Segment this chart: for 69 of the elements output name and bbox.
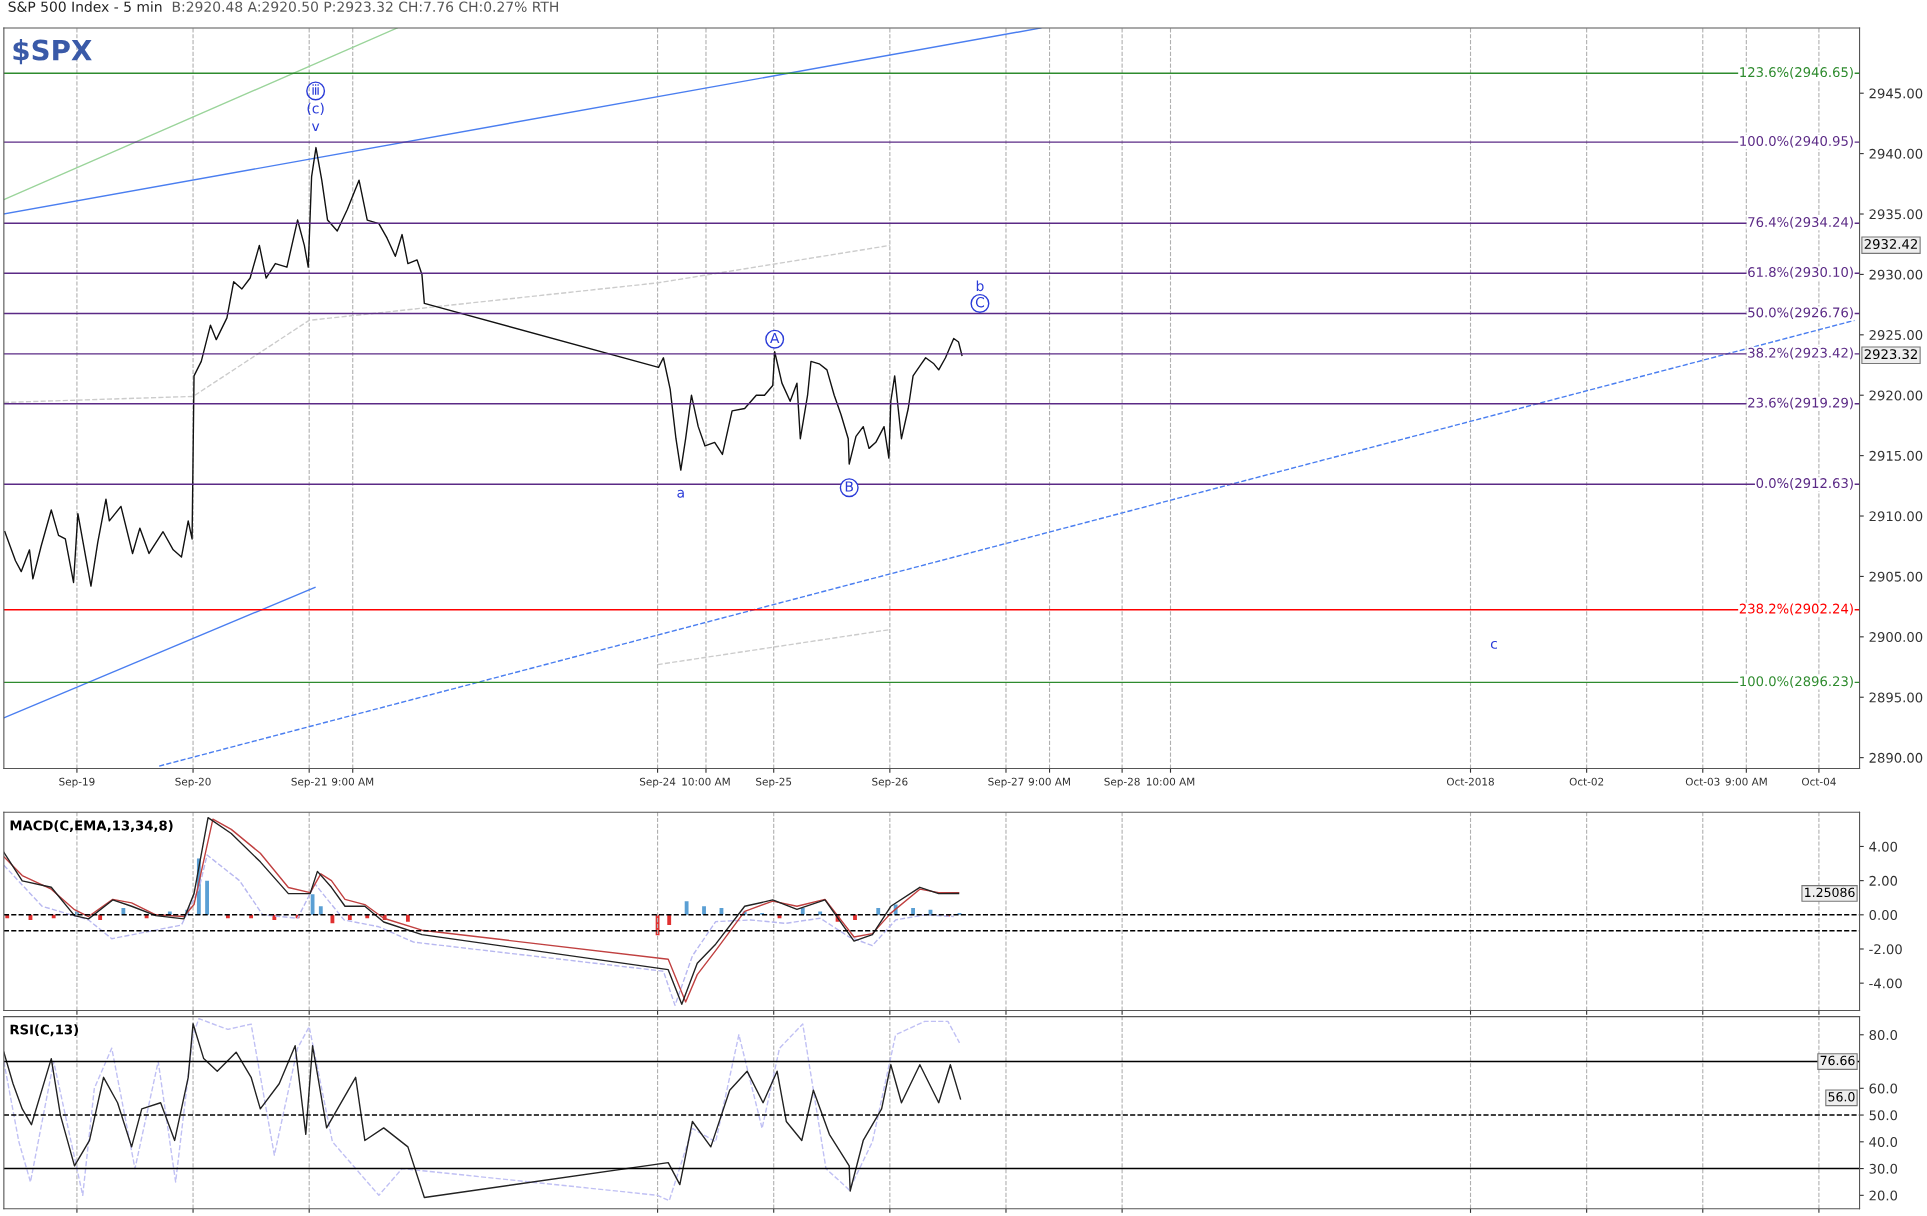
x-tick-label: Sep-21 xyxy=(291,777,327,788)
annotation: 56.0 xyxy=(1828,1092,1855,1102)
ref-line-label: 100.0%(2940.95) xyxy=(1740,135,1853,148)
annotation: B xyxy=(845,481,853,492)
annotation: c xyxy=(1490,640,1497,649)
x-tick-label: Sep-28 xyxy=(1104,777,1140,788)
ref-line-label: 0.0%(2912.63) xyxy=(1756,477,1853,490)
ref-line-label: 23.6%(2919.29) xyxy=(1748,397,1853,410)
annotation: 76.66 xyxy=(1820,1055,1855,1066)
ref-line-label: 61.8%(2930.10) xyxy=(1748,266,1853,279)
y-tick-label: 0.00 xyxy=(1869,910,1898,921)
y-tick-label: 50.0 xyxy=(1869,1110,1898,1121)
y-tick-label: 60.0 xyxy=(1869,1083,1898,1094)
x-tick-label: Sep-24 xyxy=(639,777,676,788)
y-tick-label: 80.0 xyxy=(1869,1029,1898,1040)
y-tick-label: 2900.00 xyxy=(1869,632,1923,643)
annotation: v xyxy=(311,123,320,132)
y-tick-label: 2945.00 xyxy=(1869,88,1923,99)
annotation: a xyxy=(677,489,684,498)
y-tick-label: 2.00 xyxy=(1869,875,1898,886)
y-tick-label: -2.00 xyxy=(1869,944,1902,955)
text: RSI(C,13) xyxy=(10,1024,78,1037)
text: 2923.32 xyxy=(1864,349,1917,360)
chart-subtitle: B:2920.48 A:2920.50 P:2923.32 CH:7.76 CH:0.27% RTH xyxy=(172,1,558,12)
x-tick-label: 10:00 AM xyxy=(682,777,730,786)
y-tick-label: 2915.00 xyxy=(1869,450,1923,461)
y-tick-label: 2925.00 xyxy=(1869,330,1923,341)
ref-line-label: 100.0%(2896.23) xyxy=(1740,676,1853,688)
x-tick-label: Oct-03 xyxy=(1685,777,1720,786)
x-tick-label: 9:00 AM xyxy=(1028,777,1070,786)
annotation: (c) xyxy=(307,102,324,116)
ref-line-label: 38.2%(2923.42) xyxy=(1748,347,1853,360)
y-tick-label: 40.0 xyxy=(1869,1137,1898,1148)
x-tick-label: Sep-19 xyxy=(59,777,95,788)
x-tick-label: 9:00 AM xyxy=(1725,777,1767,786)
annotation: 1.25086 xyxy=(1805,887,1855,898)
x-tick-label: Sep-20 xyxy=(175,777,211,788)
ref-line-label: 238.2%(2902.24) xyxy=(1739,603,1853,616)
y-tick-label: 2890.00 xyxy=(1869,752,1923,763)
x-tick-label: 9:00 AM xyxy=(331,777,374,786)
annotation: A xyxy=(770,332,780,344)
chart-title: S&P 500 Index - 5 min xyxy=(8,1,162,12)
x-tick-label: Sep-25 xyxy=(756,777,792,788)
annotation: $SPX xyxy=(13,39,92,65)
annotation: ⅲ xyxy=(312,84,319,95)
y-tick-label: -4.00 xyxy=(1869,978,1902,989)
x-tick-label: Oct-02 xyxy=(1569,777,1604,786)
y-tick-label: 2920.00 xyxy=(1869,390,1923,401)
y-tick-label: 30.0 xyxy=(1869,1163,1898,1174)
y-tick-label: 2905.00 xyxy=(1869,571,1923,582)
x-tick-label: Sep-26 xyxy=(872,777,908,788)
x-tick-label: Oct-04 xyxy=(1801,777,1836,786)
text: 2932.42 xyxy=(1864,239,1917,249)
y-tick-label: 20.0 xyxy=(1869,1190,1898,1201)
y-tick-label: 2940.00 xyxy=(1869,148,1923,159)
text: MACD(C,EMA,13,34,8) xyxy=(10,820,173,833)
ref-line-label: 50.0%(2926.76) xyxy=(1748,307,1853,319)
y-tick-label: 2930.00 xyxy=(1869,269,1923,280)
x-tick-label: Sep-27 xyxy=(988,777,1024,788)
annotation: C xyxy=(975,296,985,308)
y-tick-label: 2910.00 xyxy=(1869,511,1923,522)
y-tick-label: 4.00 xyxy=(1869,841,1898,852)
annotation: b xyxy=(976,280,984,292)
y-tick-label: 2895.00 xyxy=(1869,692,1923,703)
x-tick-label: Oct-2018 xyxy=(1446,777,1494,786)
ref-line-label: 76.4%(2934.24) xyxy=(1748,216,1853,229)
y-tick-label: 2935.00 xyxy=(1869,209,1923,220)
ref-line-label: 123.6%(2946.65) xyxy=(1740,66,1853,79)
x-tick-label: 10:00 AM xyxy=(1146,777,1195,786)
